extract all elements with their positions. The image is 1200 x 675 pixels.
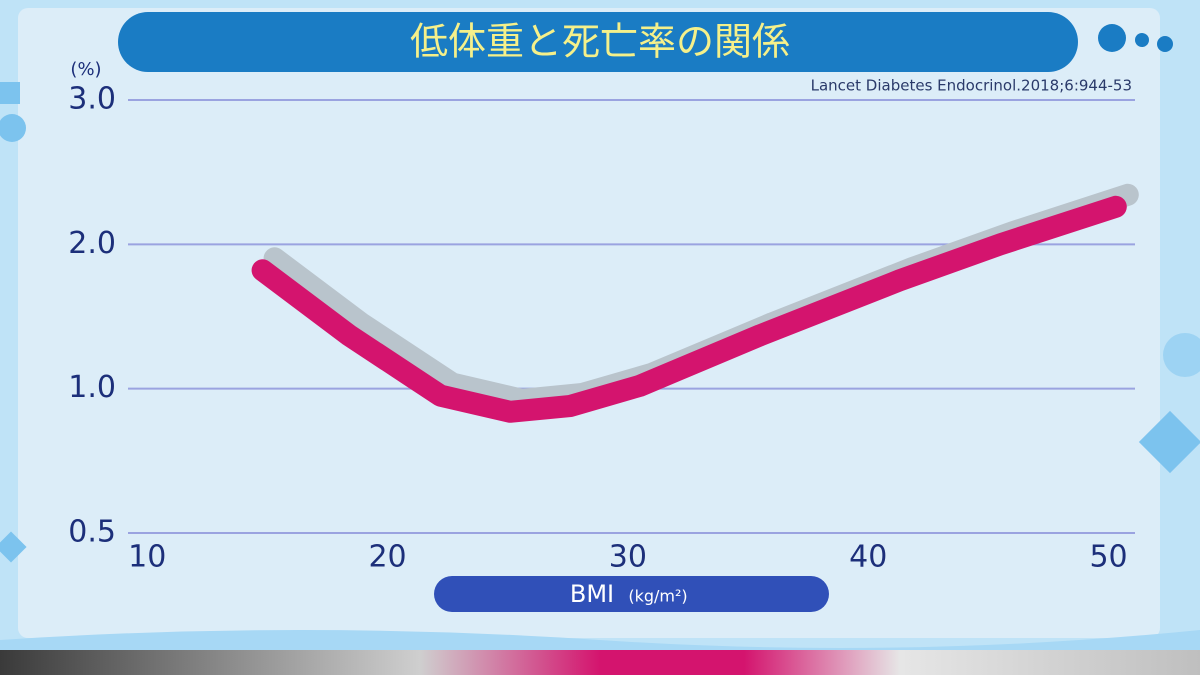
y-tick-label: 3.0 (68, 82, 116, 117)
x-unit: (kg/m²) (628, 587, 687, 606)
x-tick-label: 20 (368, 540, 406, 575)
decoration (0, 114, 26, 142)
decoration (1157, 36, 1173, 52)
bottom-strip (0, 650, 1200, 675)
x-tick-label: 40 (849, 540, 887, 575)
decoration (1163, 333, 1200, 377)
panel (18, 8, 1160, 638)
y-tick-label: 1.0 (68, 370, 116, 405)
decoration (0, 630, 1200, 650)
x-tick-label: 30 (609, 540, 647, 575)
plot-area: 0.5 1.0 2.0 3.0 10 20 30 40 50 (68, 82, 1139, 575)
decoration (1098, 24, 1126, 52)
decoration (1135, 33, 1149, 47)
title-banner (118, 12, 1078, 72)
y-tick-label: 0.5 (68, 515, 116, 550)
x-label-banner (434, 576, 829, 612)
line (251, 195, 1127, 423)
decoration (0, 82, 20, 104)
x-tick-label: 50 (1089, 540, 1127, 575)
x-label: BMI (570, 580, 614, 608)
y-unit: (%) (70, 59, 101, 80)
y-tick-label: 2.0 (68, 226, 116, 261)
source: Lancet Diabetes Endocrinol.2018;6:944-53 (811, 77, 1132, 95)
chart-title: 低体重と死亡率の関係 (410, 20, 790, 64)
x-tick-label: 10 (128, 540, 166, 575)
